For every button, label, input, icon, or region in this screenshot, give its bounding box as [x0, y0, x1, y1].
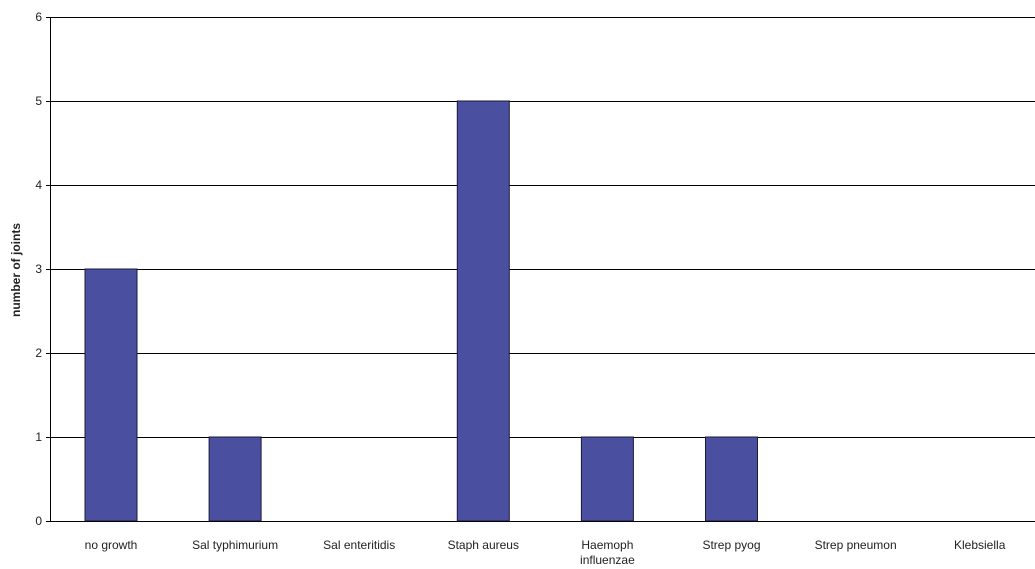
- y-tick-label: 5: [35, 94, 42, 108]
- y-tick-label: 2: [35, 346, 42, 360]
- bar: [208, 436, 262, 522]
- y-tick-label: 3: [35, 262, 42, 276]
- x-category-label: Strep pyog: [702, 538, 760, 552]
- axes: [46, 17, 1035, 522]
- y-axis-title: number of joints: [9, 223, 23, 317]
- y-tick-labels: 0 1 2 3 4 5 6: [35, 10, 42, 528]
- bars: [84, 100, 758, 522]
- x-category-label: Sal enteritidis: [323, 538, 395, 552]
- x-category-label: Haemoph influenzae: [580, 538, 635, 567]
- y-tick-label: 0: [35, 514, 42, 528]
- bar: [84, 268, 138, 522]
- x-category-label: no growth: [85, 538, 138, 552]
- bar: [705, 436, 758, 522]
- gridlines: [50, 17, 1035, 438]
- bar: [456, 100, 510, 522]
- x-category-label: Sal typhimurium: [192, 538, 278, 552]
- y-tick-label: 4: [35, 178, 42, 192]
- y-tick-label: 6: [35, 10, 42, 24]
- x-category-label: Staph aureus: [448, 538, 519, 552]
- x-category-label: Strep pneumon: [815, 538, 897, 552]
- x-category-labels: no growth Sal typhimurium Sal enteritidis S…: [85, 538, 1006, 567]
- x-category-label: Klebsiella: [954, 538, 1006, 552]
- bar: [580, 436, 634, 522]
- y-tick-label: 1: [35, 430, 42, 444]
